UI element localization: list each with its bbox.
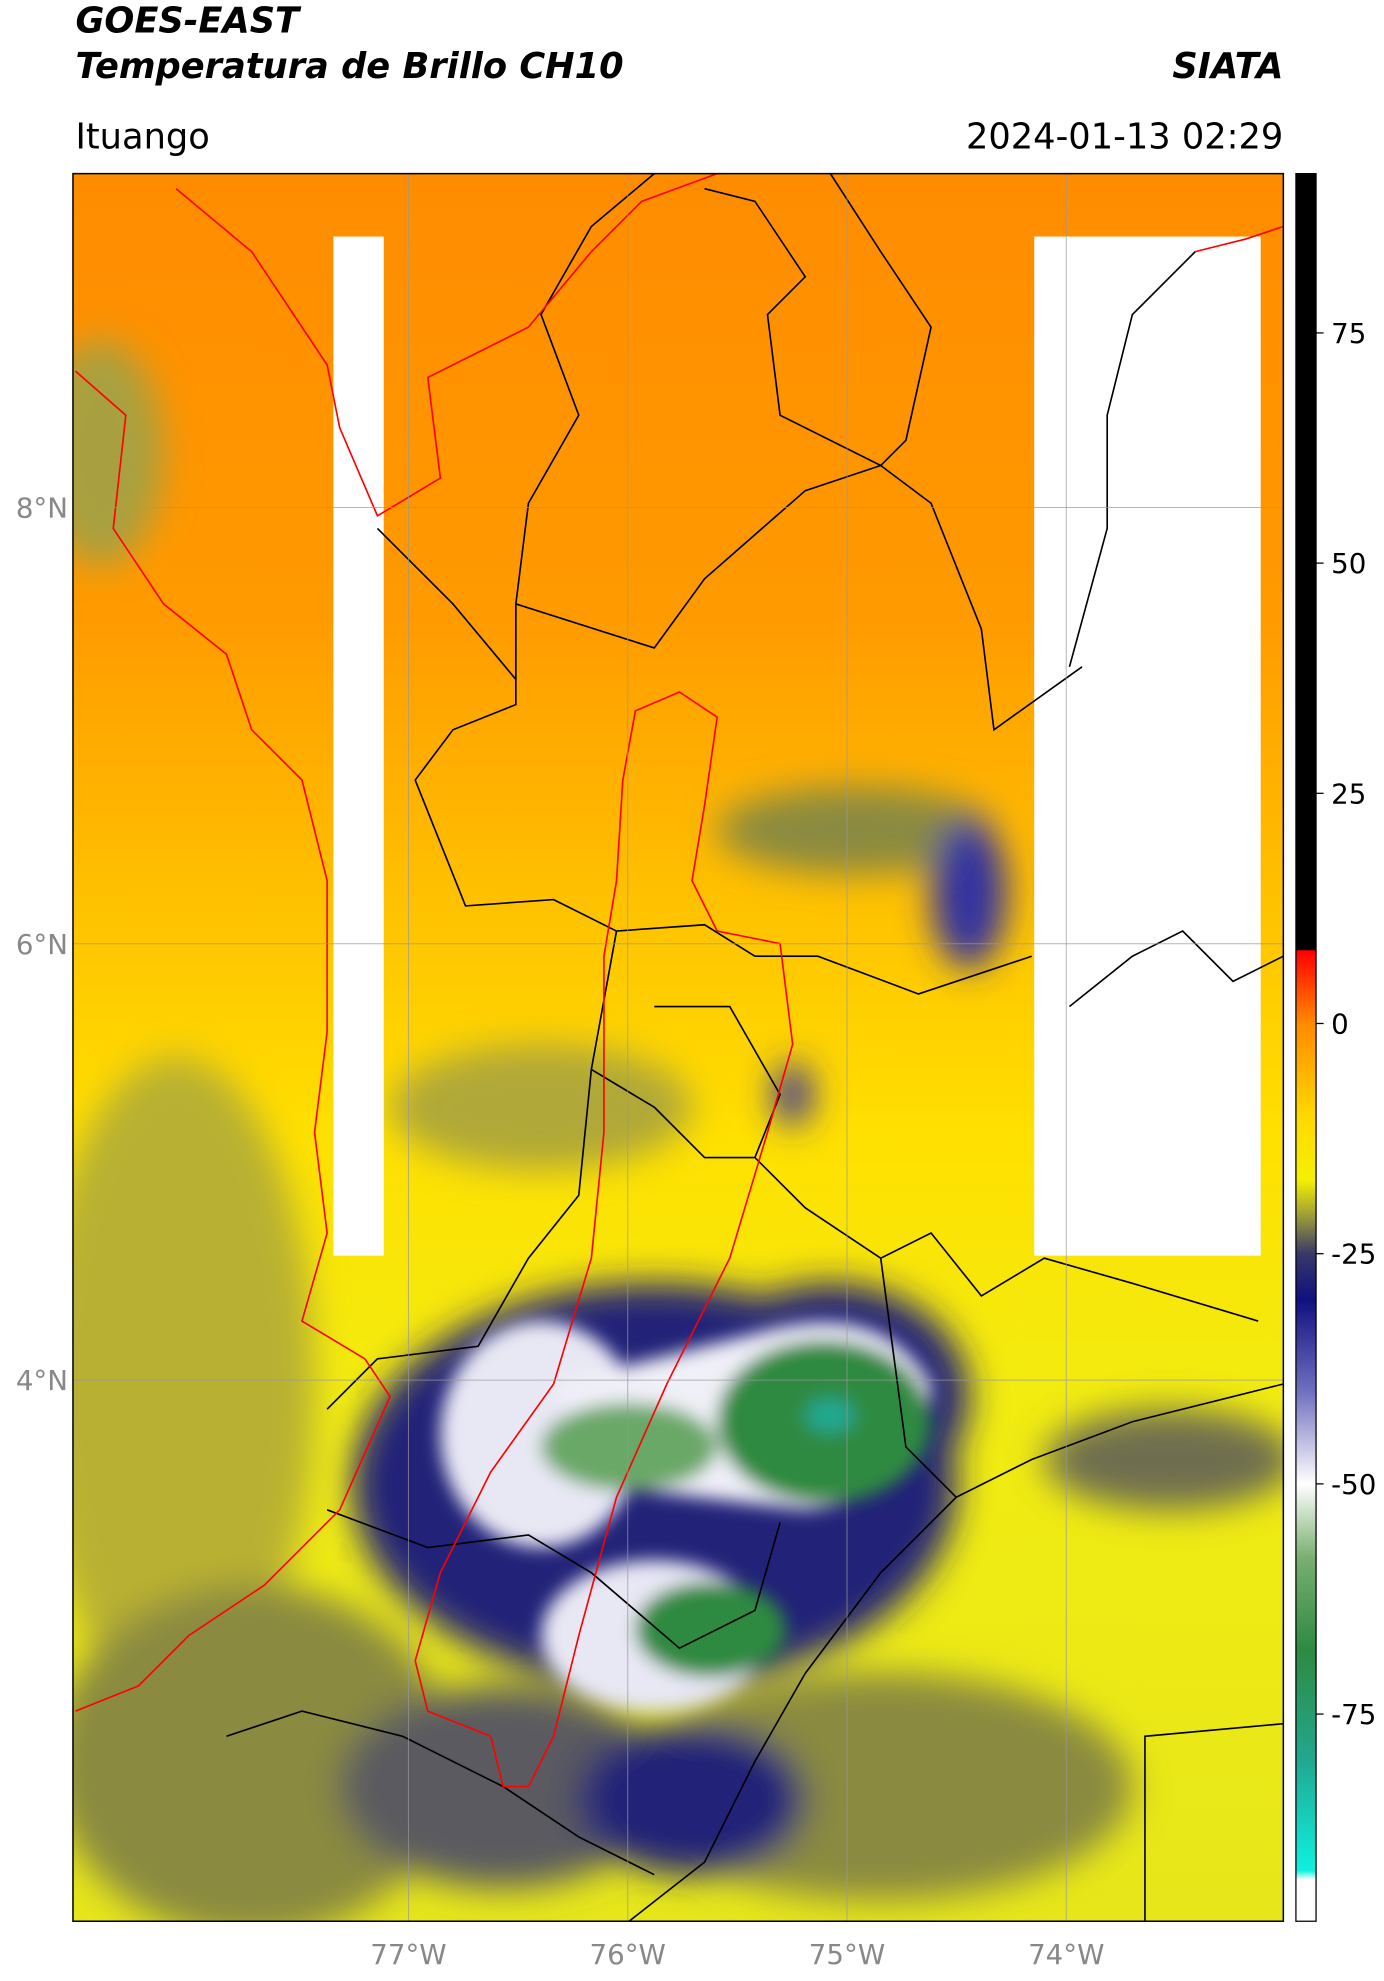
grid [72, 173, 1284, 1922]
y-tick-label: 8°N [16, 492, 68, 525]
no-data-strip [1034, 236, 1261, 1256]
x-tick-label: 77°W [370, 1938, 446, 1971]
tick-labels: 77°W 76°W 75°W 74°W 8°N 6°N 4°N [16, 492, 1105, 1972]
colorbar-tick-label: 75 [1331, 317, 1366, 350]
map-image [72, 173, 1284, 1922]
colorbar: 75 50 25 0 -25 -50 -75 [1295, 172, 1376, 1922]
colorbar-tick-label: -75 [1331, 1698, 1376, 1731]
no-data-strip [333, 236, 384, 1256]
colorbar-tick-label: 50 [1331, 547, 1366, 580]
colorbar-tick-label: 0 [1331, 1008, 1349, 1041]
colorbar-tick-label: -25 [1331, 1238, 1376, 1271]
colorbar-fill [1295, 172, 1317, 1922]
borders [226, 173, 1284, 1922]
product: Temperatura de Brillo CH10 [75, 46, 623, 87]
location: Ituango [75, 116, 209, 157]
x-tick-label: 75°W [809, 1938, 885, 1971]
storm-core [440, 1321, 932, 1712]
colorbar-tick-label: 25 [1331, 777, 1366, 810]
x-tick-label: 76°W [590, 1938, 666, 1971]
y-tick-label: 6°N [16, 928, 68, 961]
coast-and-basin [74, 173, 1284, 1788]
datetime: 2024-01-13 02:29 [966, 116, 1283, 157]
satellite: GOES-EAST [75, 1, 302, 42]
x-tick-label: 74°W [1028, 1938, 1104, 1971]
colorbar-tick-label: -50 [1331, 1468, 1376, 1501]
y-tick-label: 4°N [16, 1364, 68, 1397]
map-frame [72, 172, 1285, 1922]
agency: SIATA [1172, 46, 1283, 87]
